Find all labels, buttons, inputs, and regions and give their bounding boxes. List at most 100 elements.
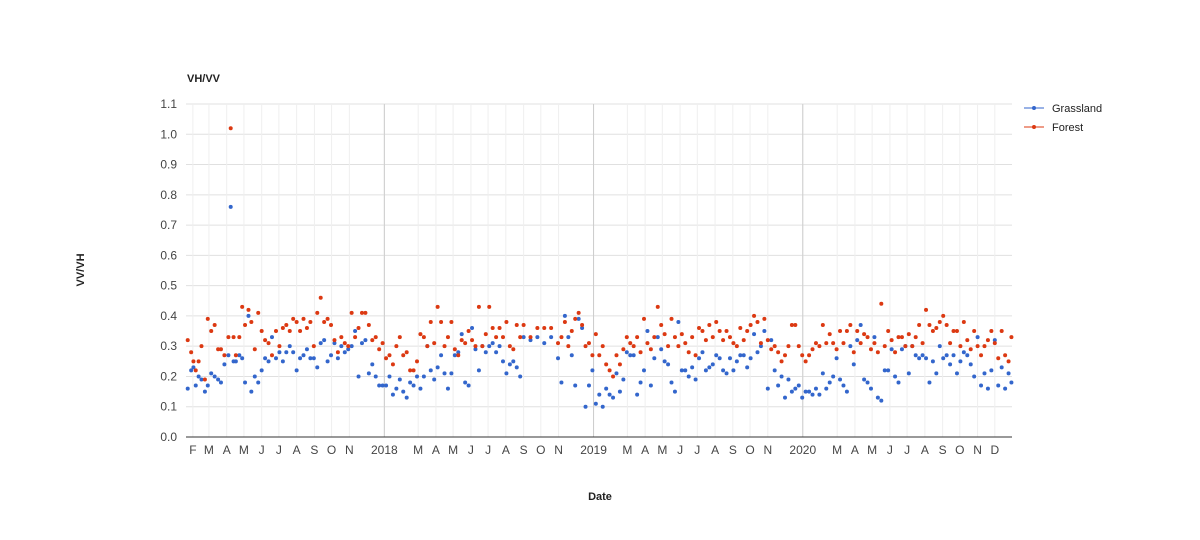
- data-point: [672, 389, 677, 394]
- data-point: [237, 353, 242, 358]
- data-point: [521, 335, 526, 340]
- data-point: [593, 332, 598, 337]
- data-point: [906, 371, 911, 376]
- data-point: [284, 322, 289, 327]
- data-point: [690, 365, 695, 370]
- data-point: [349, 344, 354, 349]
- data-point: [196, 374, 201, 379]
- data-point: [666, 362, 671, 367]
- data-point: [903, 344, 908, 349]
- gridlines: [186, 103, 1012, 437]
- data-point: [456, 350, 461, 355]
- x-tick-label: A: [432, 443, 440, 457]
- data-point: [209, 371, 214, 376]
- series-forest: [185, 126, 1014, 382]
- data-point: [800, 395, 805, 400]
- data-point: [979, 353, 984, 358]
- data-point: [772, 368, 777, 373]
- data-point: [332, 341, 337, 346]
- data-point: [497, 344, 502, 349]
- y-tick-label: 0.8: [160, 188, 177, 202]
- data-point: [948, 362, 953, 367]
- data-point: [291, 316, 296, 321]
- data-point: [518, 335, 523, 340]
- data-point: [882, 368, 887, 373]
- data-point: [463, 380, 468, 385]
- data-point: [617, 362, 622, 367]
- data-point: [834, 356, 839, 361]
- year-gridlines: [383, 104, 804, 437]
- data-point: [349, 310, 354, 315]
- data-point: [252, 374, 257, 379]
- data-point: [185, 338, 190, 343]
- data-point: [992, 338, 997, 343]
- data-point: [944, 353, 949, 358]
- data-point: [418, 332, 423, 337]
- data-point: [373, 374, 378, 379]
- data-point: [879, 398, 884, 403]
- data-point: [408, 368, 413, 373]
- x-tick-label: 2018: [371, 443, 398, 457]
- data-point: [899, 335, 904, 340]
- data-point: [202, 377, 207, 382]
- data-point: [961, 319, 966, 324]
- data-point: [370, 338, 375, 343]
- data-point: [693, 353, 698, 358]
- data-point: [741, 353, 746, 358]
- data-point: [641, 368, 646, 373]
- data-point: [624, 350, 629, 355]
- data-point: [972, 329, 977, 334]
- data-point: [294, 368, 299, 373]
- data-point: [387, 374, 392, 379]
- data-point: [390, 362, 395, 367]
- data-point: [831, 374, 836, 379]
- data-point: [968, 362, 973, 367]
- data-point: [776, 383, 781, 388]
- data-point: [600, 404, 605, 409]
- data-point: [724, 371, 729, 376]
- data-point: [576, 316, 581, 321]
- data-point: [989, 368, 994, 373]
- x-axis-title: Date: [588, 491, 612, 503]
- data-point: [191, 365, 196, 370]
- data-point: [580, 326, 585, 331]
- data-point: [425, 344, 430, 349]
- data-point: [1009, 335, 1014, 340]
- data-point: [566, 344, 571, 349]
- data-point: [752, 313, 757, 318]
- x-tick-label: S: [310, 443, 318, 457]
- data-point: [975, 335, 980, 340]
- data-point: [893, 350, 898, 355]
- data-point: [803, 389, 808, 394]
- data-point: [335, 356, 340, 361]
- data-point: [366, 371, 371, 376]
- data-point: [930, 329, 935, 334]
- data-point: [231, 335, 236, 340]
- data-point: [604, 386, 609, 391]
- data-point: [308, 319, 313, 324]
- data-point: [975, 344, 980, 349]
- data-point: [205, 383, 210, 388]
- data-point: [380, 341, 385, 346]
- y-tick-label: 0.7: [160, 218, 177, 232]
- data-point: [1009, 380, 1014, 385]
- data-point: [212, 322, 217, 327]
- data-point: [269, 335, 274, 340]
- data-point: [528, 338, 533, 343]
- data-point: [193, 383, 198, 388]
- data-point: [666, 344, 671, 349]
- data-point: [937, 344, 942, 349]
- x-tick-label: M: [204, 443, 214, 457]
- data-point: [851, 350, 856, 355]
- data-point: [659, 347, 664, 352]
- data-point: [838, 377, 843, 382]
- data-point: [996, 356, 1001, 361]
- data-point: [961, 350, 966, 355]
- x-tick-label: J: [677, 443, 683, 457]
- data-point: [528, 335, 533, 340]
- data-point: [246, 307, 251, 312]
- data-point: [373, 335, 378, 340]
- data-point: [662, 359, 667, 364]
- data-point: [583, 344, 588, 349]
- y-tick-label: 1.1: [160, 97, 177, 111]
